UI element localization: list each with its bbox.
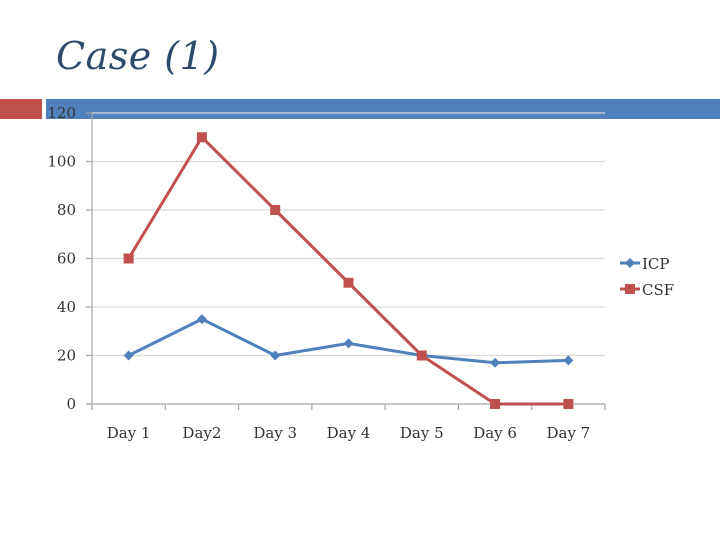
gridlines [92, 112, 605, 357]
legend-marker [625, 258, 635, 268]
csf-point [416, 350, 427, 361]
series-csf [123, 132, 574, 409]
x-tick-label: Day 4 [327, 424, 371, 442]
y-tick-label: 80 [57, 201, 76, 219]
y-tick-label: 20 [57, 347, 76, 365]
x-tick-label: Day 1 [107, 424, 151, 442]
slide-title: Case (1) [56, 34, 220, 78]
x-tick-label: Day 6 [473, 424, 517, 442]
series-icp [123, 314, 574, 368]
legend-marker [625, 284, 635, 294]
icp-point [490, 357, 501, 368]
x-tick-label: Day 3 [253, 424, 297, 442]
icp-point [123, 350, 134, 361]
y-tick-label: 100 [47, 153, 76, 171]
y-tick-label: 120 [47, 104, 76, 122]
csf-point [490, 399, 501, 409]
legend: ICP CSF [620, 255, 674, 299]
y-tick-label: 40 [57, 298, 76, 316]
legend-label: ICP [642, 255, 670, 273]
y-tick-label: 0 [66, 395, 76, 413]
x-tick-labels: Day 1 Day2 Day 3 Day 4 Day 5 Day 6 Day 7 [107, 424, 590, 442]
accent-bar-red [0, 99, 42, 119]
axes [86, 112, 606, 410]
csf-point [270, 205, 281, 215]
y-tick-labels: 0 20 40 60 80 100 120 [47, 104, 76, 413]
legend-item-icp: ICP [620, 255, 670, 273]
x-tick-label: Day 7 [546, 424, 590, 442]
csf-point [343, 277, 354, 288]
series-group [123, 132, 574, 409]
csf-point [563, 399, 574, 409]
icp-point [343, 338, 354, 349]
x-tick-label: Day 5 [400, 424, 444, 442]
csf-point [196, 132, 207, 143]
csf-point [123, 253, 134, 264]
icp-point [563, 355, 574, 366]
legend-label: CSF [642, 281, 674, 299]
icp-point [196, 314, 207, 325]
y-tick-label: 60 [57, 250, 76, 268]
legend-item-csf: CSF [620, 281, 674, 299]
icp-point [270, 350, 281, 361]
x-tick-label: Day2 [182, 424, 221, 442]
accent-bar-blue [46, 99, 720, 119]
